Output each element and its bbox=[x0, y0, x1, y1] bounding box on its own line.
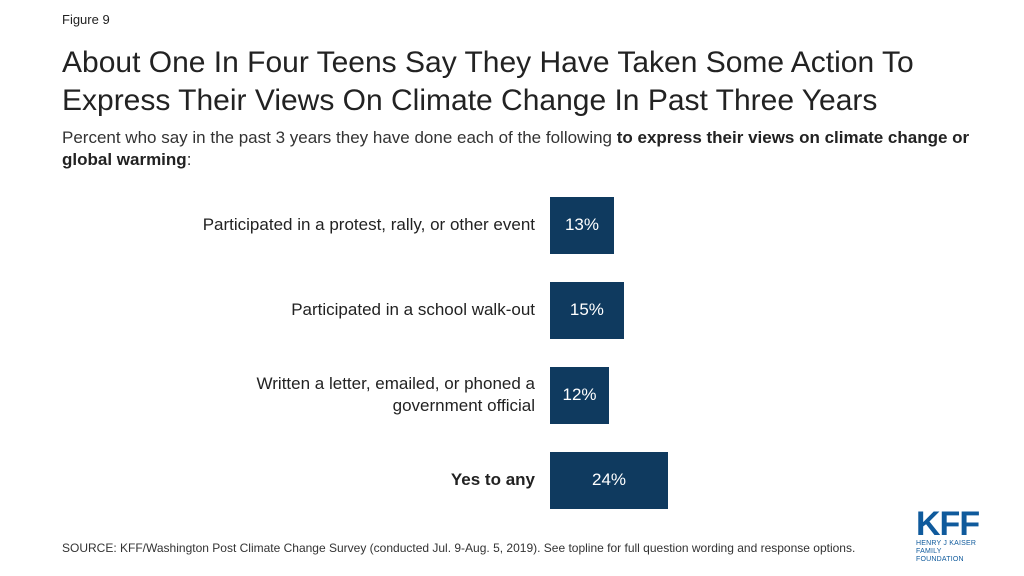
value-label: 24% bbox=[592, 470, 627, 489]
subtitle-bold: to express their views on climate change… bbox=[62, 128, 970, 169]
logo: KFF HENRY J KAISER FAMILY FOUNDATION bbox=[916, 505, 991, 564]
category-label: Yes to any bbox=[450, 470, 535, 489]
category-label: Participated in a school walk-out bbox=[291, 300, 535, 319]
bar bbox=[550, 451, 669, 509]
bar bbox=[550, 281, 624, 339]
source: SOURCE: KFF/Washington Post Climate Chan… bbox=[62, 541, 856, 555]
logo-line: FAMILY FOUNDATION bbox=[916, 548, 964, 563]
chart-title: About One In Four Teens Say They Have Ta… bbox=[62, 46, 914, 117]
subtitle-text: Percent who say in the past 3 years they… bbox=[62, 128, 613, 147]
value-label: 15% bbox=[569, 300, 604, 319]
value-label: 12% bbox=[562, 385, 597, 404]
subtitle: Percent who say in the past 3 years they… bbox=[62, 127, 1002, 171]
category-label: Participated in a protest, rally, or oth… bbox=[202, 215, 535, 234]
logo-line: HENRY J KAISER bbox=[916, 540, 977, 547]
bar bbox=[550, 366, 610, 424]
bar bbox=[550, 196, 614, 254]
figure-label: Figure 9 bbox=[62, 12, 110, 27]
logo-name: KFF bbox=[916, 505, 980, 543]
value-label: 13% bbox=[564, 215, 599, 234]
subtitle-end: : bbox=[186, 150, 192, 169]
category-label: Written a letter, emailed, or phoned a g… bbox=[256, 374, 535, 415]
